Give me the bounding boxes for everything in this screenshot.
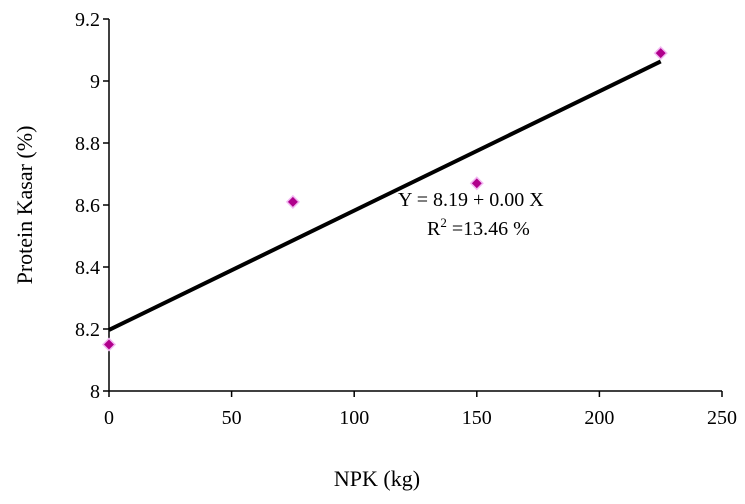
y-tick-label: 8.2 (75, 319, 100, 341)
data-point (653, 46, 668, 61)
ticks: 8 8.2 8.4 8.6 8.8 9 9.2 0 50 100 150 200 250 (75, 9, 737, 429)
y-tick-label: 8.6 (75, 195, 100, 217)
trendline-layer (108, 59, 662, 332)
r-squared-superscript: 2 (440, 215, 447, 230)
x-axis-title: NPK (kg) (334, 466, 420, 491)
data-points (101, 46, 668, 352)
data-point (101, 337, 117, 352)
data-point (285, 194, 300, 209)
y-axis-title: Protein Kasar (%) (12, 126, 37, 285)
x-tick-label: 50 (222, 407, 242, 429)
x-tick-label: 200 (584, 407, 614, 429)
r-squared-prefix: R (427, 218, 441, 240)
y-tick-label: 8 (90, 381, 100, 403)
r-squared-label: R2 =13.46 % (427, 215, 530, 240)
regression-equation: Y = 8.19 + 0.00 X (398, 189, 544, 211)
y-tick-label: 9 (90, 71, 100, 93)
y-tick-label: 9.2 (75, 9, 100, 31)
x-tick-label: 250 (707, 407, 737, 429)
r-squared-value: =13.46 % (447, 218, 530, 240)
x-tick-label: 100 (339, 407, 369, 429)
x-tick-label: 150 (462, 407, 492, 429)
y-tick-label: 8.8 (75, 133, 100, 155)
data-point (469, 176, 484, 191)
y-tick-label: 8.4 (75, 257, 100, 279)
trendline (108, 59, 662, 332)
x-tick-label: 0 (104, 407, 114, 429)
